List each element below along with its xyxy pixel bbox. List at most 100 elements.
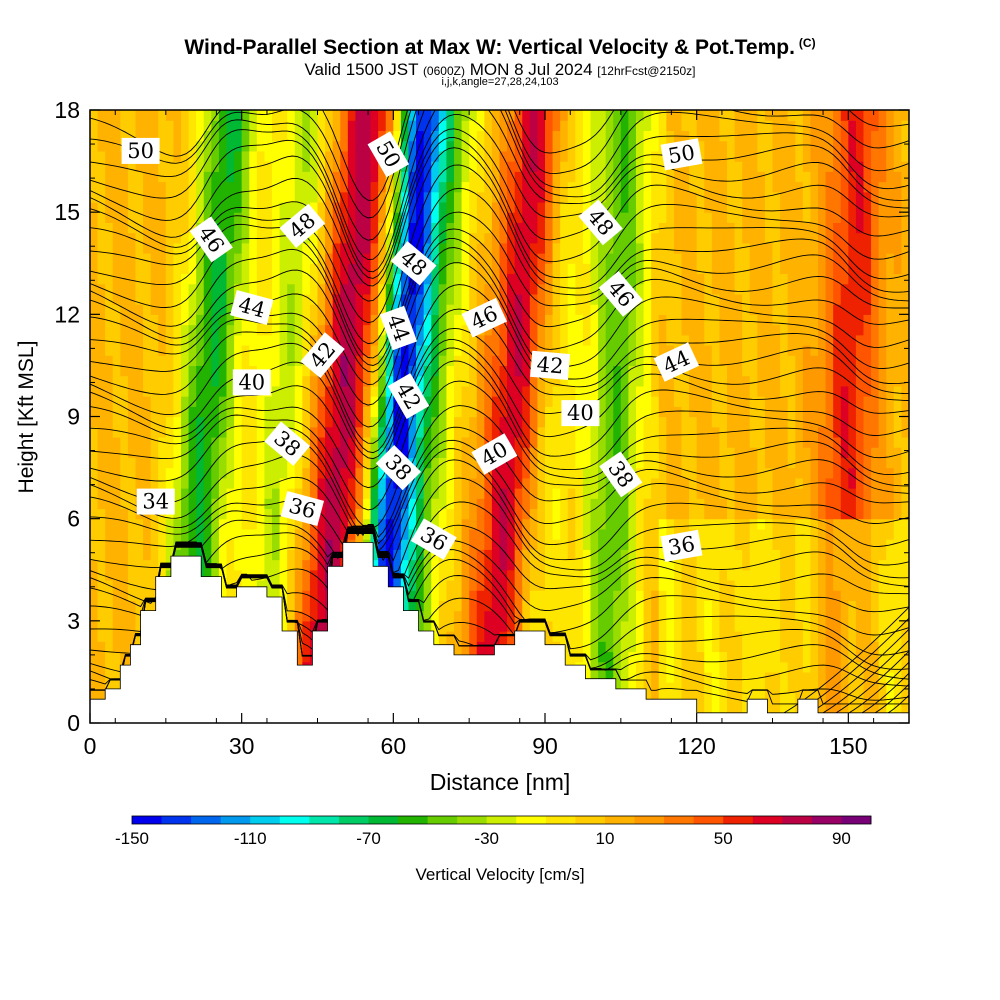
velocity-cell (302, 171, 311, 183)
velocity-cell (545, 304, 554, 315)
velocity-cell (127, 273, 137, 285)
velocity-cell (681, 232, 690, 244)
velocity-cell (620, 396, 630, 407)
velocity-cell (347, 477, 357, 489)
velocity-cell (461, 355, 470, 367)
velocity-cell (150, 120, 159, 132)
velocity-cell (560, 498, 569, 510)
velocity-cell (461, 406, 470, 418)
velocity-cell (181, 140, 190, 152)
velocity-cell (711, 702, 721, 714)
velocity-cell (408, 426, 417, 438)
velocity-cell (613, 140, 622, 152)
velocity-cell (514, 488, 523, 499)
velocity-cell (598, 344, 607, 356)
velocity-cell (188, 344, 197, 356)
velocity-cell (317, 416, 326, 428)
velocity-cell (105, 488, 114, 499)
velocity-cell (507, 528, 516, 540)
velocity-cell (613, 518, 622, 530)
velocity-cell (158, 120, 167, 132)
velocity-cell (484, 579, 493, 591)
velocity-cell (681, 620, 690, 632)
velocity-cell (120, 385, 129, 397)
velocity-cell (590, 539, 599, 550)
velocity-cell (256, 181, 266, 193)
velocity-cell (120, 110, 129, 121)
velocity-cell (226, 549, 235, 561)
velocity-cell (294, 150, 303, 162)
velocity-cell (651, 334, 660, 346)
velocity-cell (484, 631, 493, 642)
velocity-cell (294, 569, 303, 581)
velocity-cell (696, 600, 705, 612)
velocity-cell (704, 590, 713, 601)
velocity-cell (188, 222, 197, 234)
velocity-cell (582, 559, 592, 571)
velocity-cell (393, 344, 402, 356)
velocity-cell (165, 283, 175, 295)
velocity-cell (514, 242, 523, 254)
velocity-cell (446, 569, 455, 581)
velocity-cell (241, 334, 250, 346)
velocity-cell (196, 549, 205, 561)
velocity-cell (120, 396, 129, 407)
velocity-cell (226, 171, 235, 183)
velocity-cell (696, 590, 705, 601)
velocity-cell (279, 212, 288, 223)
velocity-cell (105, 436, 114, 448)
velocity-cell (575, 590, 584, 601)
velocity-cell (537, 467, 546, 479)
velocity-cell (651, 600, 660, 612)
velocity-cell (545, 620, 554, 632)
velocity-cell (507, 569, 516, 581)
velocity-cell (582, 130, 592, 142)
velocity-cell (598, 263, 607, 275)
velocity-cell (173, 334, 182, 346)
velocity-cell (620, 498, 630, 510)
velocity-cell (696, 120, 705, 132)
velocity-cell (454, 488, 463, 499)
velocity-cell (522, 253, 531, 264)
velocity-cell (112, 150, 121, 162)
velocity-cell (226, 355, 235, 367)
velocity-cell (317, 181, 326, 193)
velocity-cell (598, 334, 607, 346)
velocity-cell (105, 406, 114, 418)
velocity-cell (211, 457, 220, 469)
velocity-cell (582, 263, 592, 275)
velocity-cell (127, 283, 137, 295)
velocity-cell (598, 324, 607, 336)
velocity-cell (279, 304, 288, 315)
velocity-cell (112, 488, 121, 499)
velocity-cell (105, 528, 114, 540)
velocity-cell (628, 661, 637, 673)
velocity-cell (272, 191, 281, 203)
velocity-cell (689, 171, 698, 183)
velocity-cell (666, 334, 675, 346)
velocity-cell (165, 355, 175, 367)
velocity-cell (143, 283, 152, 295)
velocity-cell (582, 120, 592, 132)
velocity-cell (582, 171, 592, 183)
velocity-cell (438, 304, 448, 315)
velocity-cell (120, 242, 129, 254)
velocity-cell (673, 212, 683, 223)
velocity-cell (507, 508, 516, 520)
velocity-cell (226, 488, 235, 499)
velocity-cell (211, 171, 220, 183)
velocity-cell (347, 518, 357, 530)
velocity-cell (514, 365, 523, 377)
velocity-cell (287, 201, 296, 213)
velocity-cell (423, 457, 432, 469)
velocity-cell (302, 273, 311, 285)
velocity-cell (196, 528, 205, 540)
velocity-cell (302, 518, 311, 530)
velocity-cell (651, 222, 660, 234)
velocity-cell (491, 416, 501, 428)
velocity-cell (234, 283, 243, 295)
velocity-cell (552, 242, 561, 254)
velocity-cell (689, 447, 698, 458)
velocity-cell (552, 324, 561, 336)
velocity-cell (582, 365, 592, 377)
